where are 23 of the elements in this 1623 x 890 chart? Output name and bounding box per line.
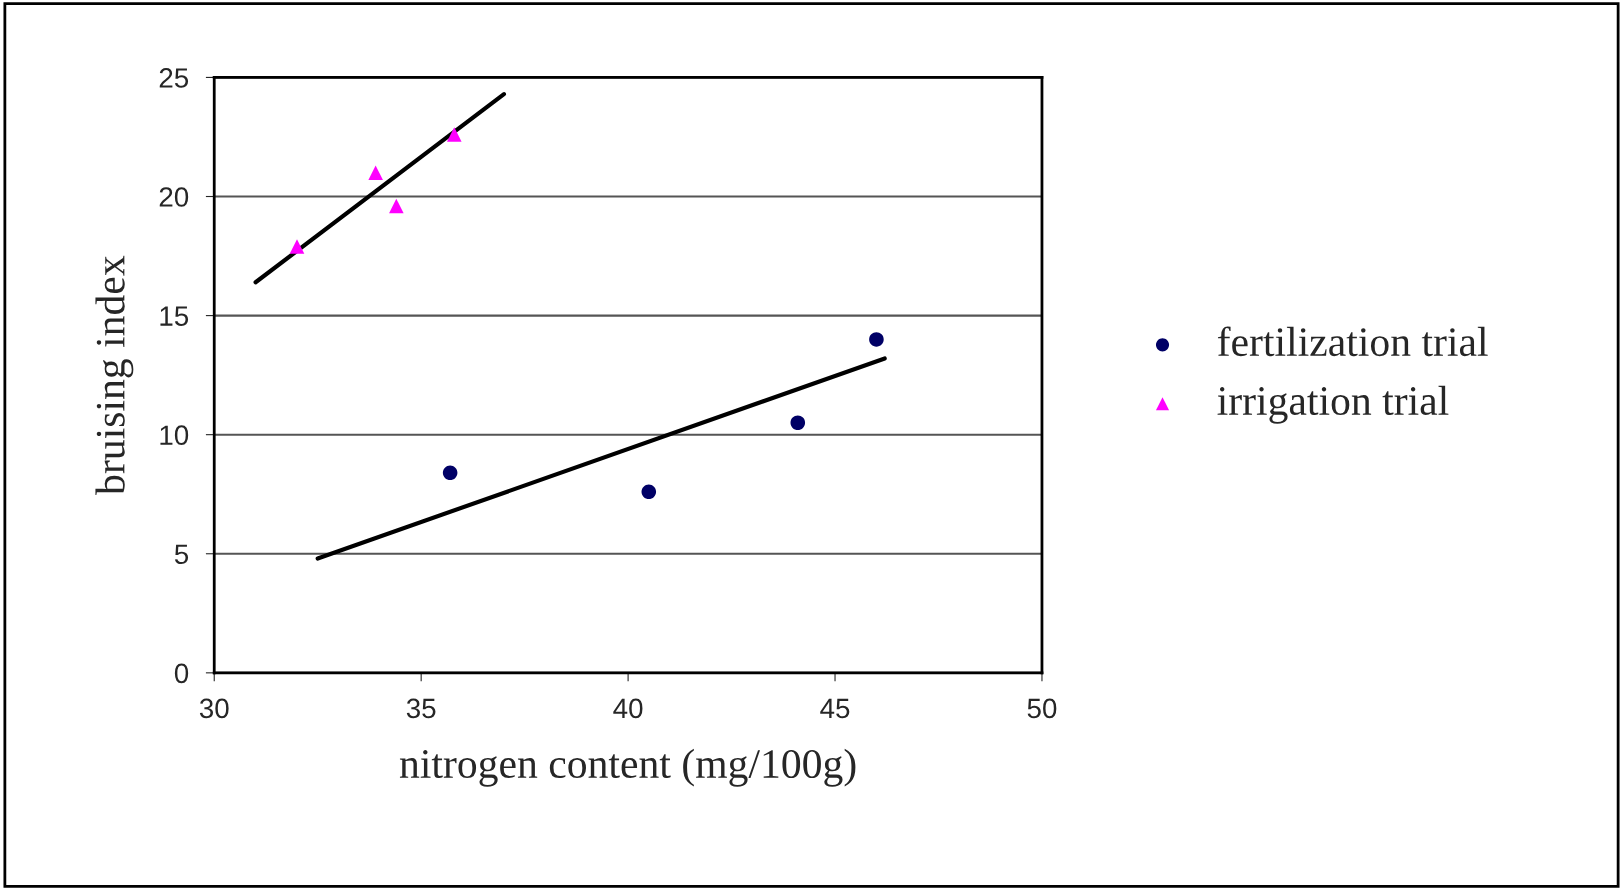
point bbox=[442, 465, 458, 481]
x-tick-label: 45 bbox=[820, 698, 850, 719]
point bbox=[368, 165, 383, 180]
point bbox=[389, 198, 404, 214]
x-tick-label: 50 bbox=[1027, 698, 1057, 719]
x-tick-label: 40 bbox=[613, 698, 643, 719]
point bbox=[869, 332, 884, 347]
y-tick-label: 15 bbox=[160, 306, 189, 326]
point bbox=[446, 127, 462, 142]
y-tick-label: 5 bbox=[174, 544, 189, 565]
y-tick-label: 20 bbox=[159, 187, 189, 207]
x-axis-title: nitrogen content (mg/100g) bbox=[399, 748, 856, 787]
point bbox=[641, 484, 657, 500]
x-tick-label: 35 bbox=[406, 698, 436, 719]
x-tick-label: 30 bbox=[199, 698, 229, 719]
y-axis-title: bruising index bbox=[95, 255, 134, 495]
y-tick-label: 0 bbox=[174, 663, 189, 684]
legend-label: fertilization trial bbox=[1217, 326, 1488, 357]
point bbox=[790, 415, 806, 431]
point bbox=[289, 239, 305, 254]
y-tick-label: 10 bbox=[160, 425, 189, 446]
legend-label: irrigation trial bbox=[1217, 385, 1449, 424]
y-tick-label: 25 bbox=[159, 68, 189, 88]
